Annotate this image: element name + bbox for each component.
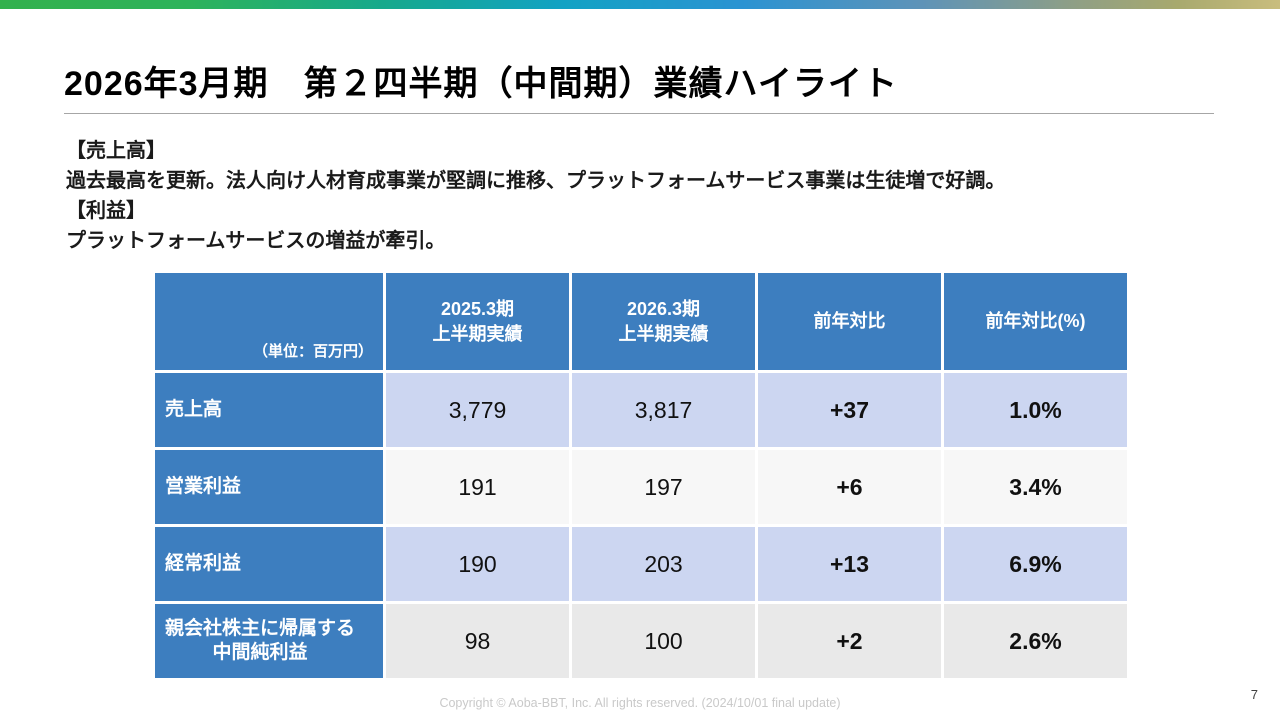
row-label-operating-profit: 営業利益 xyxy=(155,450,383,524)
summary-text-sales: 過去最高を更新。法人向け人材育成事業が堅調に推移、プラットフォームサービス事業は… xyxy=(66,170,1006,192)
row-label-ordinary-profit: 経常利益 xyxy=(155,527,383,601)
row-label-net-income: 親会社株主に帰属する 中間純利益 xyxy=(155,604,383,678)
net-income-yoy-diff: +2 xyxy=(758,604,941,678)
ordinary-profit-yoy-pct: 6.9% xyxy=(944,527,1127,601)
column-header-yoy-pct: 前年対比(%) xyxy=(944,273,1127,370)
table-unit-label: （単位：百万円） xyxy=(155,273,383,370)
column-header-fy2025-h1: 2025.3期 上半期実績 xyxy=(386,273,569,370)
ordinary-profit-yoy-diff: +13 xyxy=(758,527,941,601)
ordinary-profit-fy2025-value: 190 xyxy=(386,527,569,601)
top-gradient-bar xyxy=(0,0,1280,9)
sales-fy2025-value: 3,779 xyxy=(386,373,569,447)
sales-fy2026-value: 3,817 xyxy=(572,373,755,447)
net-income-fy2025-value: 98 xyxy=(386,604,569,678)
slide-title: 2026年3月期 第２四半期（中間期）業績ハイライト xyxy=(64,65,898,103)
results-table: （単位：百万円） 2025.3期 上半期実績 2026.3期 上半期実績 前年対… xyxy=(155,273,1127,678)
title-divider xyxy=(64,113,1214,114)
summary-heading-sales: 【売上高】 xyxy=(66,140,166,162)
page-number: 7 xyxy=(1250,687,1258,702)
sales-yoy-diff: +37 xyxy=(758,373,941,447)
row-label-sales: 売上高 xyxy=(155,373,383,447)
net-income-fy2026-value: 100 xyxy=(572,604,755,678)
copyright-footer: Copyright © Aoba-BBT, Inc. All rights re… xyxy=(439,696,841,710)
operating-profit-yoy-pct: 3.4% xyxy=(944,450,1127,524)
net-income-yoy-pct: 2.6% xyxy=(944,604,1127,678)
operating-profit-fy2025-value: 191 xyxy=(386,450,569,524)
operating-profit-fy2026-value: 197 xyxy=(572,450,755,524)
column-header-yoy-diff: 前年対比 xyxy=(758,273,941,370)
summary-text-block: 【売上高】 過去最高を更新。法人向け人材育成事業が堅調に推移、プラットフォームサ… xyxy=(66,136,1256,256)
operating-profit-yoy-diff: +6 xyxy=(758,450,941,524)
column-header-fy2026-h1: 2026.3期 上半期実績 xyxy=(572,273,755,370)
summary-text-profit: プラットフォームサービスの増益が牽引。 xyxy=(66,230,446,252)
ordinary-profit-fy2026-value: 203 xyxy=(572,527,755,601)
summary-heading-profit: 【利益】 xyxy=(66,200,146,222)
sales-yoy-pct: 1.0% xyxy=(944,373,1127,447)
